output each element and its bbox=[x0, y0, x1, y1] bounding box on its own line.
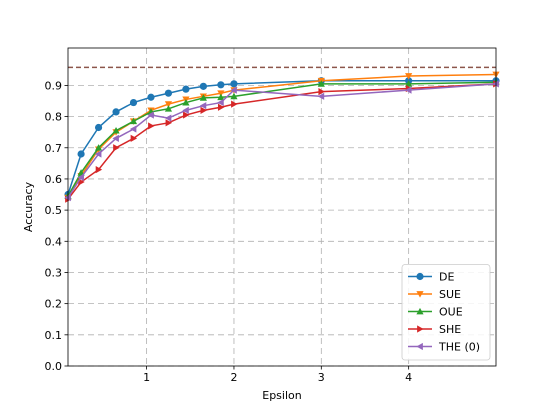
series-line bbox=[67, 83, 497, 200]
data-point bbox=[164, 89, 173, 97]
legend-marker bbox=[416, 342, 423, 351]
data-point bbox=[164, 114, 172, 122]
legend-marker bbox=[416, 307, 424, 315]
legend: DE SUE OUE SHE THE (0) bbox=[401, 264, 491, 361]
data-point bbox=[217, 103, 225, 111]
data-point bbox=[217, 98, 224, 107]
series-line bbox=[67, 83, 497, 199]
data-point bbox=[95, 165, 103, 174]
data-point bbox=[112, 108, 120, 116]
data-point bbox=[112, 127, 120, 134]
data-point bbox=[182, 106, 189, 114]
legend-marker bbox=[417, 325, 424, 333]
y-tick-label: 0.1 bbox=[45, 329, 63, 342]
y-tick-label: 0.5 bbox=[45, 204, 63, 217]
data-point bbox=[317, 92, 325, 100]
data-point bbox=[147, 111, 154, 119]
ticks: 1 2 3 4 0.0 0.1 0.2 0.3 0.4 0.5 0.6 0.7 0.8 0.9 bbox=[45, 79, 413, 384]
legend-item: THE (0) bbox=[408, 341, 480, 354]
data-point bbox=[405, 80, 413, 87]
legend-item: SUE bbox=[408, 288, 461, 301]
series-de bbox=[64, 77, 500, 199]
series-sue bbox=[64, 71, 500, 202]
legend-box bbox=[401, 264, 491, 361]
plot-frame bbox=[67, 47, 497, 367]
data-point bbox=[217, 93, 225, 101]
data-point bbox=[230, 86, 237, 94]
data-point bbox=[164, 105, 173, 112]
legend-label: OUE bbox=[439, 306, 463, 319]
data-point bbox=[317, 80, 325, 87]
data-point bbox=[113, 144, 120, 152]
legend-label: SUE bbox=[439, 288, 461, 301]
legend-marker bbox=[416, 272, 424, 281]
x-tick-label: 3 bbox=[318, 371, 325, 384]
series-she bbox=[65, 80, 500, 203]
data-point bbox=[230, 92, 238, 100]
series-line bbox=[67, 79, 496, 195]
y-tick-label: 0.9 bbox=[45, 79, 63, 92]
data-point bbox=[405, 86, 412, 94]
y-tick-label: 0.0 bbox=[45, 360, 63, 373]
legend-item: OUE bbox=[408, 306, 463, 319]
legend-label: SHE bbox=[439, 323, 461, 336]
data-point bbox=[112, 134, 119, 143]
data-point bbox=[405, 73, 413, 80]
y-tick-label: 0.3 bbox=[45, 266, 63, 279]
data-point bbox=[217, 81, 225, 89]
y-tick-label: 0.4 bbox=[45, 235, 63, 248]
series-line bbox=[67, 81, 497, 197]
data-point bbox=[318, 88, 325, 96]
data-point bbox=[129, 98, 138, 107]
data-point bbox=[129, 117, 138, 125]
data-point bbox=[147, 93, 155, 101]
y-tick-label: 0.8 bbox=[45, 111, 63, 124]
data-point bbox=[183, 111, 190, 119]
data-point bbox=[230, 80, 238, 88]
legend-label: DE bbox=[439, 271, 454, 284]
legend-label: THE (0) bbox=[438, 341, 480, 354]
legend-item: DE bbox=[408, 271, 454, 284]
data-point bbox=[165, 119, 173, 127]
data-point bbox=[94, 144, 103, 151]
y-tick-label: 0.6 bbox=[45, 173, 63, 186]
series-layer bbox=[64, 71, 500, 203]
data-point bbox=[199, 82, 207, 90]
x-tick-label: 2 bbox=[230, 371, 237, 384]
x-tick-label: 1 bbox=[143, 371, 150, 384]
data-point bbox=[94, 123, 103, 132]
y-axis-title: Accuracy bbox=[22, 181, 35, 232]
legend-marker bbox=[416, 291, 424, 298]
x-axis-title: Epsilon bbox=[262, 389, 302, 402]
data-point bbox=[94, 150, 102, 158]
data-point bbox=[217, 90, 225, 97]
data-point bbox=[199, 102, 207, 110]
x-tick-label: 4 bbox=[405, 371, 412, 384]
data-point bbox=[77, 173, 84, 181]
data-point bbox=[231, 100, 238, 108]
data-point bbox=[129, 125, 137, 133]
y-tick-label: 0.7 bbox=[45, 142, 63, 155]
data-point bbox=[148, 122, 155, 130]
data-point bbox=[200, 106, 207, 114]
y-tick-label: 0.2 bbox=[45, 298, 63, 311]
data-point bbox=[130, 134, 138, 143]
data-point bbox=[77, 150, 85, 158]
data-point bbox=[164, 101, 173, 108]
data-point bbox=[199, 94, 207, 101]
legend-item: SHE bbox=[408, 323, 461, 336]
data-point bbox=[182, 85, 190, 93]
data-point bbox=[182, 98, 190, 106]
